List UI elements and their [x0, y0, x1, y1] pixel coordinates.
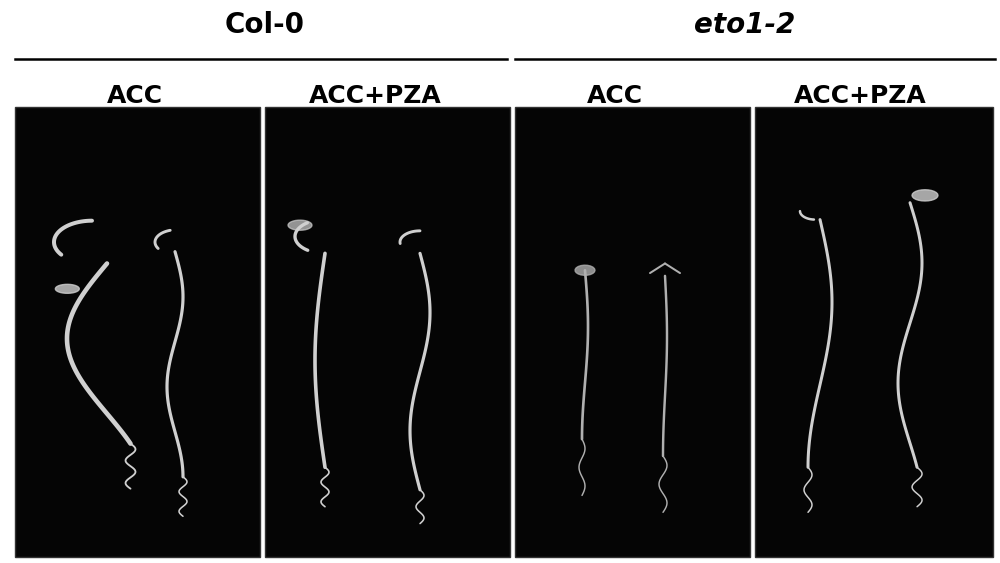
- Text: ACC: ACC: [107, 84, 163, 108]
- Bar: [265, 107, 510, 557]
- Polygon shape: [912, 190, 938, 201]
- Bar: [515, 107, 750, 557]
- Text: ACC+PZA: ACC+PZA: [309, 84, 441, 108]
- Polygon shape: [575, 265, 595, 275]
- Bar: [755, 107, 993, 557]
- Polygon shape: [288, 220, 312, 230]
- Text: ACC: ACC: [587, 84, 643, 108]
- Text: ACC+PZA: ACC+PZA: [794, 84, 926, 108]
- Text: Col-0: Col-0: [225, 11, 305, 39]
- Bar: [15, 107, 260, 557]
- Polygon shape: [55, 284, 79, 293]
- Text: eto1-2: eto1-2: [694, 11, 796, 39]
